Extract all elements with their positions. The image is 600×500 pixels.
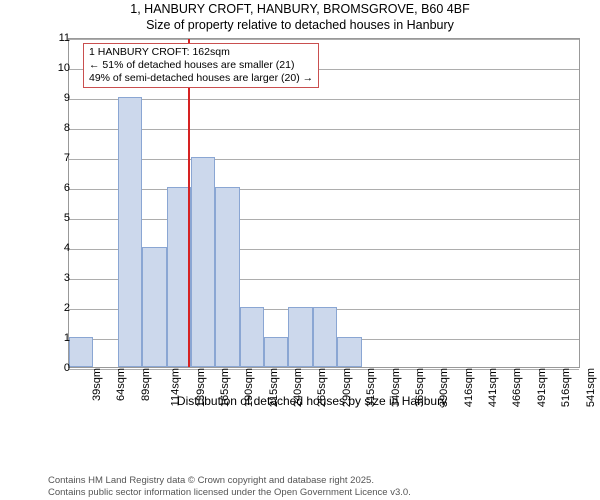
histogram-bar: [215, 187, 239, 367]
annot-line-1: 1 HANBURY CROFT: 162sqm: [89, 46, 313, 59]
histogram-bar: [167, 187, 191, 367]
annotation-box: 1 HANBURY CROFT: 162sqm ← 51% of detache…: [83, 43, 319, 88]
license-text: Contains HM Land Registry data © Crown c…: [48, 475, 411, 498]
license-line-2: Contains public sector information licen…: [48, 487, 411, 498]
x-axis-label: Distribution of detached houses by size …: [38, 394, 586, 408]
y-tick-label: 3: [48, 272, 70, 284]
plot-area: 1 HANBURY CROFT: 162sqm ← 51% of detache…: [68, 38, 580, 368]
histogram-bar: [288, 307, 312, 367]
histogram-bar: [191, 157, 215, 367]
histogram-bar: [337, 337, 361, 367]
histogram-bar: [264, 337, 288, 367]
annot-line-2: ← 51% of detached houses are smaller (21…: [89, 59, 313, 72]
y-tick-label: 1: [48, 332, 70, 344]
y-tick-label: 8: [48, 122, 70, 134]
y-tick-label: 2: [48, 302, 70, 314]
histogram-bar: [69, 337, 93, 367]
y-tick-label: 9: [48, 92, 70, 104]
annot-line-3: 49% of semi-detached houses are larger (…: [89, 72, 313, 85]
y-tick-label: 6: [48, 182, 70, 194]
y-tick-label: 4: [48, 242, 70, 254]
x-tick-label: 541sqm: [585, 368, 597, 407]
title-line-1: 1, HANBURY CROFT, HANBURY, BROMSGROVE, B…: [0, 2, 600, 18]
y-tick-label: 5: [48, 212, 70, 224]
license-line-1: Contains HM Land Registry data © Crown c…: [48, 475, 411, 486]
chart-title-block: 1, HANBURY CROFT, HANBURY, BROMSGROVE, B…: [0, 0, 600, 33]
histogram-bar: [118, 97, 142, 367]
y-tick-label: 0: [48, 362, 70, 374]
y-tick-label: 7: [48, 152, 70, 164]
histogram-bar: [240, 307, 264, 367]
histogram-bar: [142, 247, 166, 367]
histogram-bar: [313, 307, 337, 367]
chart-area: Number of detached properties 1 HANBURY …: [38, 38, 586, 430]
y-tick-label: 10: [48, 62, 70, 74]
title-line-2: Size of property relative to detached ho…: [0, 18, 600, 34]
y-tick-label: 11: [48, 32, 70, 44]
